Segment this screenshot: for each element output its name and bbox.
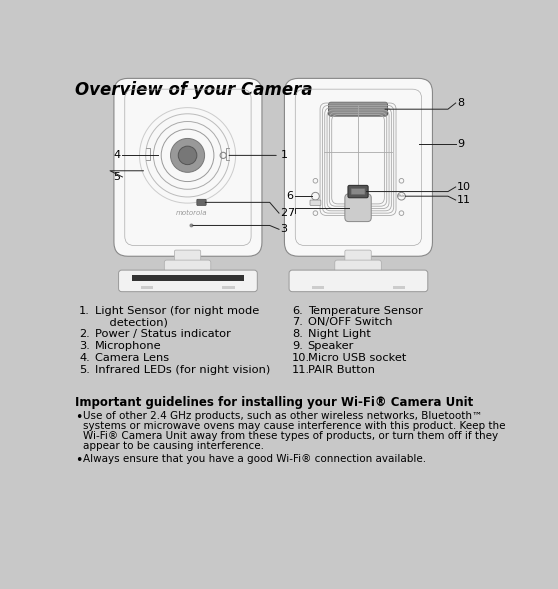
Text: 4.: 4. [79,353,90,363]
Circle shape [171,138,205,173]
FancyBboxPatch shape [174,250,201,270]
Text: Micro USB socket: Micro USB socket [307,353,406,363]
Text: 2.: 2. [79,329,90,339]
Text: 3.: 3. [79,342,90,351]
Text: 8: 8 [457,98,464,108]
Text: 5.: 5. [79,365,90,375]
Text: Microphone: Microphone [94,342,161,351]
Text: Always ensure that you have a good Wi-Fi® connection available.: Always ensure that you have a good Wi-Fi… [83,454,426,464]
Text: 9: 9 [457,139,464,149]
Circle shape [190,223,194,227]
Text: 7: 7 [287,208,294,218]
Text: 6: 6 [287,191,294,201]
Text: Overview of your Camera: Overview of your Camera [75,81,313,99]
Text: motorola: motorola [176,210,207,216]
Text: Pair: Pair [397,194,405,198]
Text: systems or microwave ovens may cause interference with this product. Keep the: systems or microwave ovens may cause int… [83,421,506,431]
Text: Camera Lens: Camera Lens [94,353,169,363]
Bar [393,286,405,289]
Text: •: • [75,411,83,424]
Text: Light Sensor (for night mode: Light Sensor (for night mode [94,306,259,316]
Bar [141,286,153,289]
Bar [223,286,235,289]
FancyBboxPatch shape [335,260,381,279]
Text: Infrared LEDs (for night vision): Infrared LEDs (for night vision) [94,365,270,375]
Text: 4: 4 [113,150,120,160]
Text: 9.: 9. [292,342,303,351]
Text: 11.: 11. [292,365,310,375]
Text: 1.: 1. [79,306,90,316]
FancyBboxPatch shape [348,186,368,198]
Bar [132,274,244,281]
FancyBboxPatch shape [345,194,371,221]
Text: 10.: 10. [292,353,310,363]
FancyBboxPatch shape [114,78,262,256]
Text: ON/OFF Switch: ON/OFF Switch [307,317,392,327]
FancyBboxPatch shape [329,102,387,116]
Text: 1: 1 [281,150,287,160]
Text: PAIR Button: PAIR Button [307,365,374,375]
FancyBboxPatch shape [345,250,371,270]
Text: 8.: 8. [292,329,303,339]
Text: 5: 5 [113,172,120,182]
Text: 11: 11 [457,195,472,205]
Text: 6.: 6. [292,306,303,316]
Text: Night Light: Night Light [307,329,371,339]
Text: Temperature Sensor: Temperature Sensor [307,306,422,316]
FancyBboxPatch shape [118,270,257,292]
FancyBboxPatch shape [289,270,428,292]
Text: 2: 2 [281,208,288,218]
Text: Speaker: Speaker [307,342,354,351]
FancyBboxPatch shape [285,78,432,256]
Circle shape [178,146,197,164]
Bar [311,286,324,289]
Text: •: • [75,454,83,467]
FancyBboxPatch shape [197,199,206,206]
FancyBboxPatch shape [164,260,211,279]
FancyBboxPatch shape [351,188,365,194]
Text: Use of other 2.4 GHz products, such as other wireless networks, Bluetooth™: Use of other 2.4 GHz products, such as o… [83,411,482,421]
Text: 10: 10 [457,182,472,192]
FancyBboxPatch shape [310,200,321,206]
Text: 3: 3 [281,224,287,234]
Text: Important guidelines for installing your Wi-Fi® Camera Unit: Important guidelines for installing your… [75,396,473,409]
Text: Power / Status indicator: Power / Status indicator [94,329,230,339]
Text: detection): detection) [94,317,167,327]
Text: Wi-Fi® Camera Unit away from these types of products, or turn them off if they: Wi-Fi® Camera Unit away from these types… [83,431,498,441]
Text: 7.: 7. [292,317,303,327]
Text: appear to be causing interference.: appear to be causing interference. [83,441,264,451]
